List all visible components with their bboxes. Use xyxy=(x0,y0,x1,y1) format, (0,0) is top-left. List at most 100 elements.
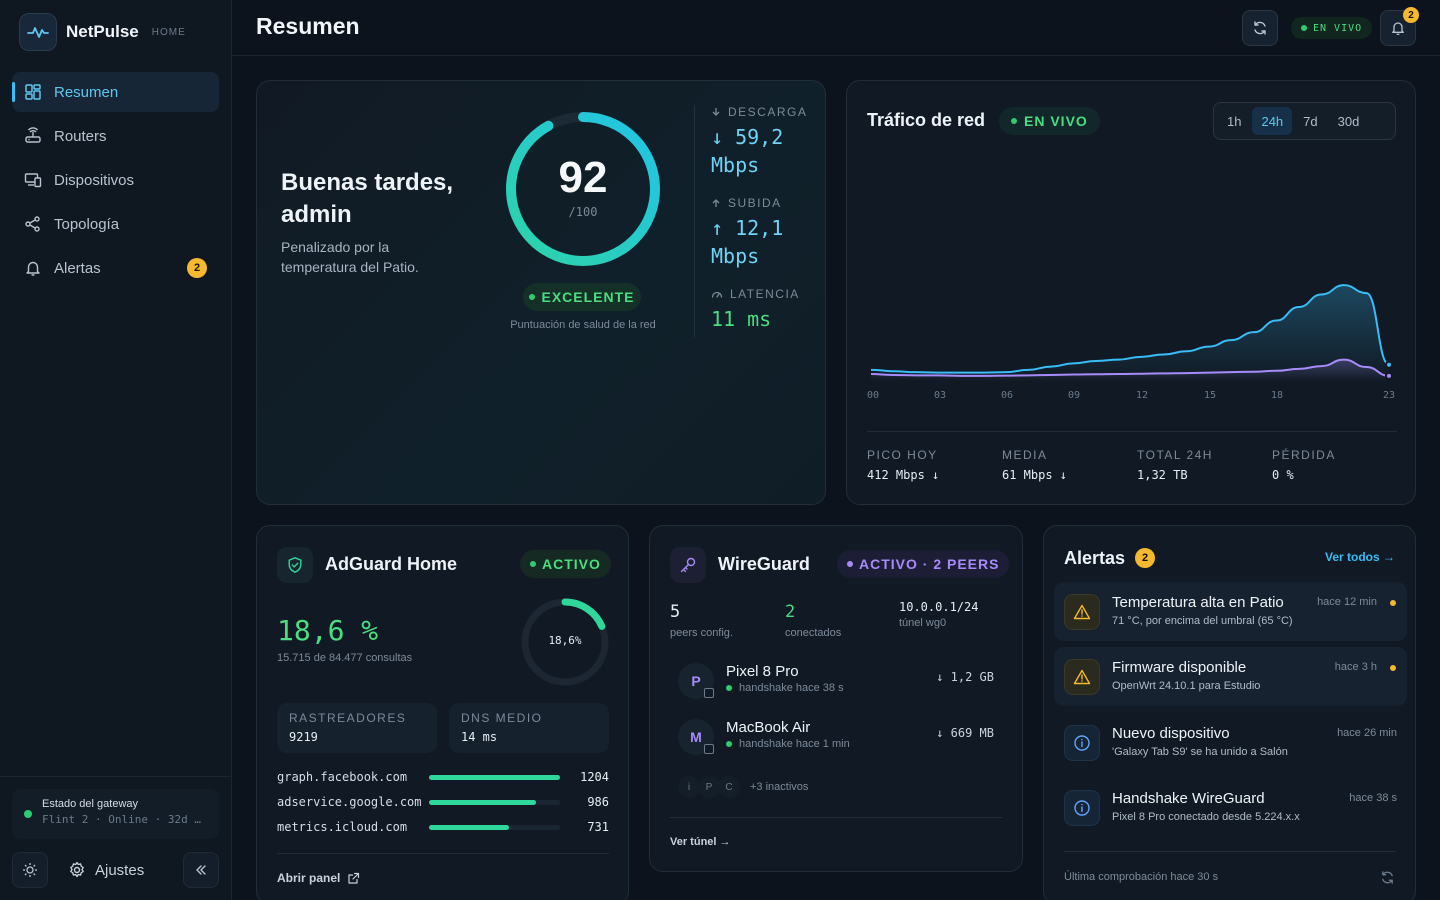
arrow-down-icon xyxy=(712,108,720,116)
stat-value: 412 Mbps ↓ xyxy=(867,468,940,482)
greeting: Buenas tardes, admin xyxy=(281,169,454,228)
domain-count: 1204 xyxy=(580,770,609,784)
latency-label: LATENCIA xyxy=(730,287,800,301)
collapse-sidebar-button[interactable] xyxy=(183,852,219,888)
unread-dot xyxy=(1390,600,1396,606)
range-7d-button[interactable]: 7d xyxy=(1303,113,1318,129)
adguard-status: ACTIVO xyxy=(542,556,601,572)
brand-name: NetPulse xyxy=(66,22,139,41)
live-dot xyxy=(1301,25,1307,31)
peer-handshake-text: handshake hace 1 min xyxy=(739,738,850,750)
devices-icon xyxy=(24,173,42,188)
bell-icon xyxy=(26,261,40,276)
avatar: C xyxy=(718,776,740,798)
refresh-icon[interactable] xyxy=(1380,870,1395,885)
speedometer-icon xyxy=(711,291,723,298)
tunnel-network: 10.0.0.1/24 túnel wg0 xyxy=(899,600,978,629)
download-value: ↓ 59,2 Mbps xyxy=(711,125,784,177)
domain-bar-fill xyxy=(429,824,509,830)
stat-value: 1,32 TB xyxy=(1137,468,1188,482)
settings-label: Ajustes xyxy=(95,861,145,879)
sun-icon xyxy=(23,863,37,877)
tunnel-label: túnel wg0 xyxy=(899,617,947,629)
range-1h-button[interactable]: 1h xyxy=(1227,113,1242,129)
gateway-status[interactable]: Estado del gateway Flint 2 · Online · 32… xyxy=(12,789,219,839)
sidebar-item-label: Dispositivos xyxy=(54,171,135,189)
info-icon xyxy=(1064,725,1100,761)
peer-row[interactable]: M MacBook Air handshake hace 1 min ↓ 669… xyxy=(678,715,994,755)
peer-name: MacBook Air xyxy=(726,719,811,736)
domain-name: adservice.google.com xyxy=(277,795,422,809)
open-panel-link[interactable]: Abrir panel xyxy=(277,871,360,885)
series-line xyxy=(870,358,1390,377)
health-gauge-arc xyxy=(506,112,660,266)
theme-toggle-button[interactable] xyxy=(12,852,48,888)
view-all-alerts-link[interactable]: Ver todos → xyxy=(1324,550,1395,564)
domain-bar xyxy=(429,799,560,805)
health-score-max: /100 xyxy=(568,205,598,219)
peers-configured: 5 peers config. xyxy=(670,602,733,639)
trackers-box: RASTREADORES 9219 xyxy=(277,703,437,753)
alert-item[interactable]: Handshake WireGuard Pixel 8 Pro conectad… xyxy=(1054,778,1407,837)
health-caption: Puntuación de salud de la red xyxy=(510,319,656,331)
peer-handshake: handshake hace 38 s xyxy=(726,682,844,694)
health-status-label: EXCELENTE xyxy=(541,289,635,305)
x-tick: 15 xyxy=(1204,390,1217,401)
domain-count: 986 xyxy=(587,795,609,809)
sidebar-item-alertas[interactable]: Alertas 2 xyxy=(12,248,219,288)
range-30d-button[interactable]: 30d xyxy=(1337,113,1360,129)
settings-button[interactable]: Ajustes xyxy=(68,852,144,888)
domain-bar xyxy=(429,774,560,780)
x-tick: 09 xyxy=(1068,390,1081,401)
stat-loss: PÉRDIDA 0 % xyxy=(1272,448,1336,482)
refresh-icon xyxy=(1254,21,1266,35)
dns-value: 14 ms xyxy=(461,730,498,744)
upload-label: SUBIDA xyxy=(728,196,782,210)
domain-name: metrics.icloud.com xyxy=(277,820,408,834)
alert-time: hace 3 h xyxy=(1334,661,1377,673)
warning-icon xyxy=(1064,594,1100,630)
blocked-queries: 15.715 de 84.477 consultas xyxy=(277,652,413,664)
stat-value: 61 Mbps ↓ xyxy=(1002,468,1068,482)
view-tunnel-link[interactable]: Ver túnel → xyxy=(670,836,731,848)
peer-handshake: handshake hace 1 min xyxy=(726,738,850,750)
domain-bar-fill xyxy=(429,799,537,805)
status-dot xyxy=(530,561,536,567)
brand[interactable]: NetPulse HOME xyxy=(19,13,186,51)
alert-item[interactable]: Firmware disponible OpenWrt 24.10.1 para… xyxy=(1054,647,1407,706)
x-tick: 18 xyxy=(1271,390,1284,401)
alert-item[interactable]: Temperatura alta en Patio 71 °C, por enc… xyxy=(1054,582,1407,641)
alerts-count-badge: 2 xyxy=(187,258,207,278)
sidebar-item-resumen[interactable]: Resumen xyxy=(12,72,219,112)
stat-label: PÉRDIDA xyxy=(1272,448,1336,462)
time-range-selector: 1h 24h 7d 30d xyxy=(1213,102,1396,140)
refresh-button[interactable] xyxy=(1242,10,1278,46)
live-dot xyxy=(1011,118,1017,124)
metrics-divider xyxy=(694,105,695,337)
health-gauge xyxy=(506,112,660,266)
card-divider xyxy=(277,853,609,854)
sidebar-item-label: Resumen xyxy=(54,83,119,101)
peer-row[interactable]: P Pixel 8 Pro handshake hace 38 s ↓ 1,2 … xyxy=(678,659,994,699)
sidebar-item-label: Topología xyxy=(54,215,120,233)
notifications-button[interactable] xyxy=(1380,10,1416,46)
series-area xyxy=(871,359,1389,381)
alert-item[interactable]: Nuevo dispositivo 'Galaxy Tab S9' se ha … xyxy=(1054,713,1407,772)
download-label: DESCARGA xyxy=(728,105,808,119)
health-card: Buenas tardes, admin Penalizado por la t… xyxy=(256,80,826,505)
sidebar-item-routers[interactable]: Routers xyxy=(12,116,219,156)
adguard-status-badge: ACTIVO xyxy=(520,550,611,578)
dns-box: DNS MEDIO 14 ms xyxy=(449,703,609,753)
range-24h-button[interactable]: 24h xyxy=(1252,107,1293,135)
sidebar-item-topologia[interactable]: Topología xyxy=(12,204,219,244)
status-dot xyxy=(847,561,853,567)
sidebar-item-dispositivos[interactable]: Dispositivos xyxy=(12,160,219,200)
traffic-divider xyxy=(867,431,1397,432)
x-tick: 00 xyxy=(867,390,880,401)
stat-average: MEDIA 61 Mbps ↓ xyxy=(1002,448,1067,482)
inactive-peers[interactable]: i P C +3 inactivos xyxy=(678,776,808,798)
arrow-up-icon xyxy=(712,199,720,207)
traffic-live-badge: EN VIVO xyxy=(999,107,1100,135)
wireguard-title: WireGuard xyxy=(718,554,810,574)
alert-title: Nuevo dispositivo xyxy=(1112,725,1230,742)
